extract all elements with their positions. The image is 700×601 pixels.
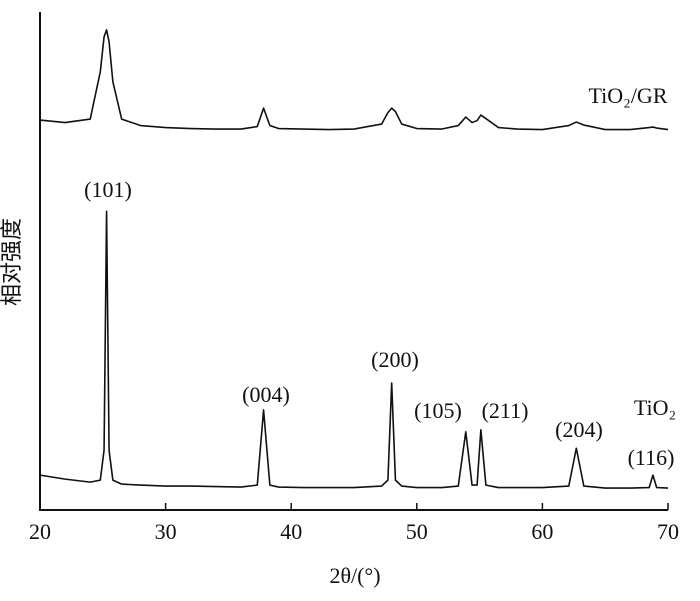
x-tick-label: 50: [406, 519, 428, 544]
y-axis-label: 相对强度: [0, 218, 24, 306]
peak-label: (200): [371, 347, 419, 372]
x-tick-label: 70: [657, 519, 679, 544]
peak-label: (204): [555, 417, 603, 442]
x-tick-label: 20: [29, 519, 51, 544]
series-label: TiO₂/GR: [588, 83, 667, 108]
series-line: [39, 210, 669, 489]
series-line: [39, 29, 669, 131]
peak-label: (105): [414, 398, 462, 423]
x-tick-label: 30: [155, 519, 177, 544]
x-tick-label: 40: [280, 519, 302, 544]
peak-label: (004): [242, 382, 290, 407]
x-tick-label: 60: [531, 519, 553, 544]
peak-label: (116): [628, 445, 675, 470]
series-label: TiO₂: [634, 395, 676, 420]
peak-label: (101): [84, 177, 132, 202]
peak-label: (211): [482, 398, 529, 423]
x-axis-label: 2θ/(°): [329, 563, 380, 588]
